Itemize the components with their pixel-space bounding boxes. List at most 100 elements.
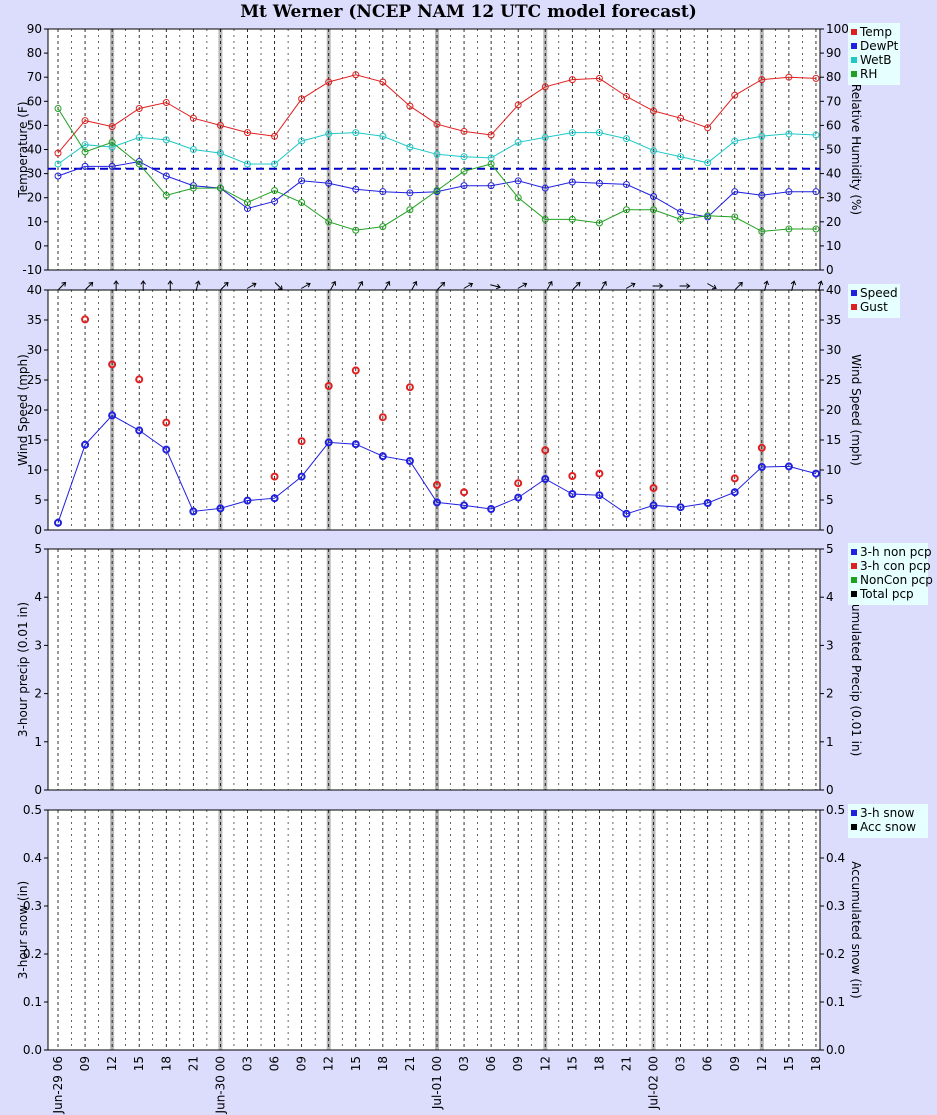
wind-arrow-shaft — [734, 282, 743, 290]
data-point-wetb — [812, 131, 820, 139]
data-point-rh — [433, 186, 441, 194]
data-point-rh — [650, 206, 658, 214]
wind-arrow-shaft — [791, 281, 795, 291]
data-point-temp — [271, 132, 279, 140]
data-point-speed — [541, 475, 550, 483]
wind-arrow-head — [113, 280, 119, 285]
data-point-rh — [108, 138, 116, 146]
data-point-wetb — [433, 150, 441, 158]
wind-arrow-head — [602, 280, 607, 286]
data-point-temp — [785, 73, 793, 81]
y-tick-label: 50 — [27, 118, 42, 132]
y-tick-label: 70 — [27, 70, 42, 84]
y-tick-label: 80 — [27, 46, 42, 60]
y2-tick-label: 5 — [826, 542, 834, 556]
legend-entry: Gust — [860, 300, 888, 314]
data-point-dewpt — [812, 188, 820, 196]
wind-arrow — [195, 280, 201, 291]
data-point-wetb — [189, 146, 197, 153]
data-point-dewpt — [162, 172, 170, 180]
y-tick-label: 5 — [34, 493, 42, 507]
data-point-gust — [730, 474, 739, 483]
data-point-wetb — [162, 136, 170, 144]
data-point-wetb — [785, 130, 793, 138]
wind-arrow — [763, 280, 770, 291]
data-point-rh — [135, 160, 143, 168]
x-tick-label: 03 — [240, 1056, 254, 1071]
y2-tick-label: 30 — [826, 343, 841, 357]
y2-tick-label: 10 — [826, 463, 841, 477]
legend-swatch — [851, 577, 857, 583]
wind-arrow — [546, 280, 553, 291]
y2-tick-label: 70 — [826, 94, 841, 108]
y2-tick-label: 0.3 — [826, 899, 845, 913]
y-axis-label: Wind Speed (mph) — [16, 354, 30, 466]
data-point-rh — [352, 226, 360, 234]
wind-arrow-head — [278, 285, 283, 291]
y2-tick-label: 50 — [826, 143, 841, 157]
data-point-temp — [135, 105, 143, 113]
data-point-wetb — [108, 143, 116, 151]
data-point-temp — [595, 74, 603, 82]
data-point-wetb — [135, 133, 143, 141]
panel-precip: 0 1 2 3 4 5 0 1 2 3 4 5 3-hour precip (0.01 in) Accum… — [16, 542, 933, 797]
legend-swatch — [851, 591, 857, 597]
data-point-rh — [622, 206, 630, 214]
wind-arrow — [790, 280, 797, 291]
x-tick-label: Jun-30 00 — [213, 1056, 227, 1114]
wind-arrow-shaft — [274, 282, 283, 290]
y2-axis-label: Relative Humidity (%) — [849, 84, 863, 215]
wind-arrow-shaft — [463, 283, 473, 289]
wind-arrow-head — [496, 283, 501, 290]
wind-arrow-head — [659, 283, 664, 289]
data-point-temp — [352, 71, 360, 79]
chart-title: Mt Werner (NCEP NAM 12 UTC model forecas… — [240, 2, 697, 22]
legend-swatch — [851, 549, 857, 555]
wind-arrow-head — [167, 280, 174, 285]
y-tick-label: 15 — [27, 433, 42, 447]
data-point-wetb — [54, 160, 62, 168]
x-tick-label: 09 — [511, 1056, 525, 1071]
wind-arrow-head — [88, 281, 94, 287]
legend-entry: 3-h non pcp — [860, 545, 932, 559]
y-tick-label: 0 — [34, 523, 42, 537]
wind-arrow-head — [251, 282, 257, 288]
y-tick-label: 0 — [34, 239, 42, 253]
x-tick-label: 03 — [457, 1056, 471, 1071]
data-point-speed — [405, 457, 414, 465]
wind-arrow — [517, 282, 528, 289]
series-line-temp — [57, 74, 817, 154]
data-point-dewpt — [379, 188, 387, 196]
y-tick-label: 30 — [27, 343, 42, 357]
y2-tick-label: 35 — [826, 313, 841, 327]
x-tick-label: Jul-01 00 — [430, 1056, 444, 1110]
y2-axis-label: Accumulated Precip (0.01 in) — [849, 583, 863, 757]
wind-arrow — [356, 280, 364, 291]
y2-tick-label: 30 — [826, 191, 841, 205]
data-point-gust — [108, 360, 117, 369]
y2-tick-label: 25 — [826, 373, 841, 387]
data-point-temp — [677, 114, 685, 122]
wind-arrow — [85, 281, 94, 290]
y2-tick-label: 0.2 — [826, 947, 845, 961]
data-point-gust — [595, 469, 604, 478]
x-tick-label: 18 — [159, 1056, 173, 1071]
y-tick-label: 3 — [34, 638, 42, 652]
data-point-speed — [189, 507, 198, 516]
legend-box — [848, 804, 928, 838]
wind-arrow — [490, 283, 501, 290]
x-tick-label: 09 — [728, 1056, 742, 1071]
series-line-rh — [57, 108, 816, 232]
wind-arrow-shaft — [600, 281, 607, 291]
data-point-rh — [541, 215, 549, 223]
data-point-temp — [298, 95, 306, 103]
wind-arrow-shaft — [546, 281, 553, 291]
x-tick-label: 12 — [322, 1056, 336, 1071]
wind-arrow-shaft — [383, 281, 390, 291]
y2-tick-label: 0.1 — [826, 995, 845, 1009]
data-point-gust — [460, 488, 469, 497]
x-tick-label: 12 — [538, 1056, 552, 1071]
wind-arrow-shaft — [490, 284, 501, 288]
y-tick-label: 5 — [34, 542, 42, 556]
